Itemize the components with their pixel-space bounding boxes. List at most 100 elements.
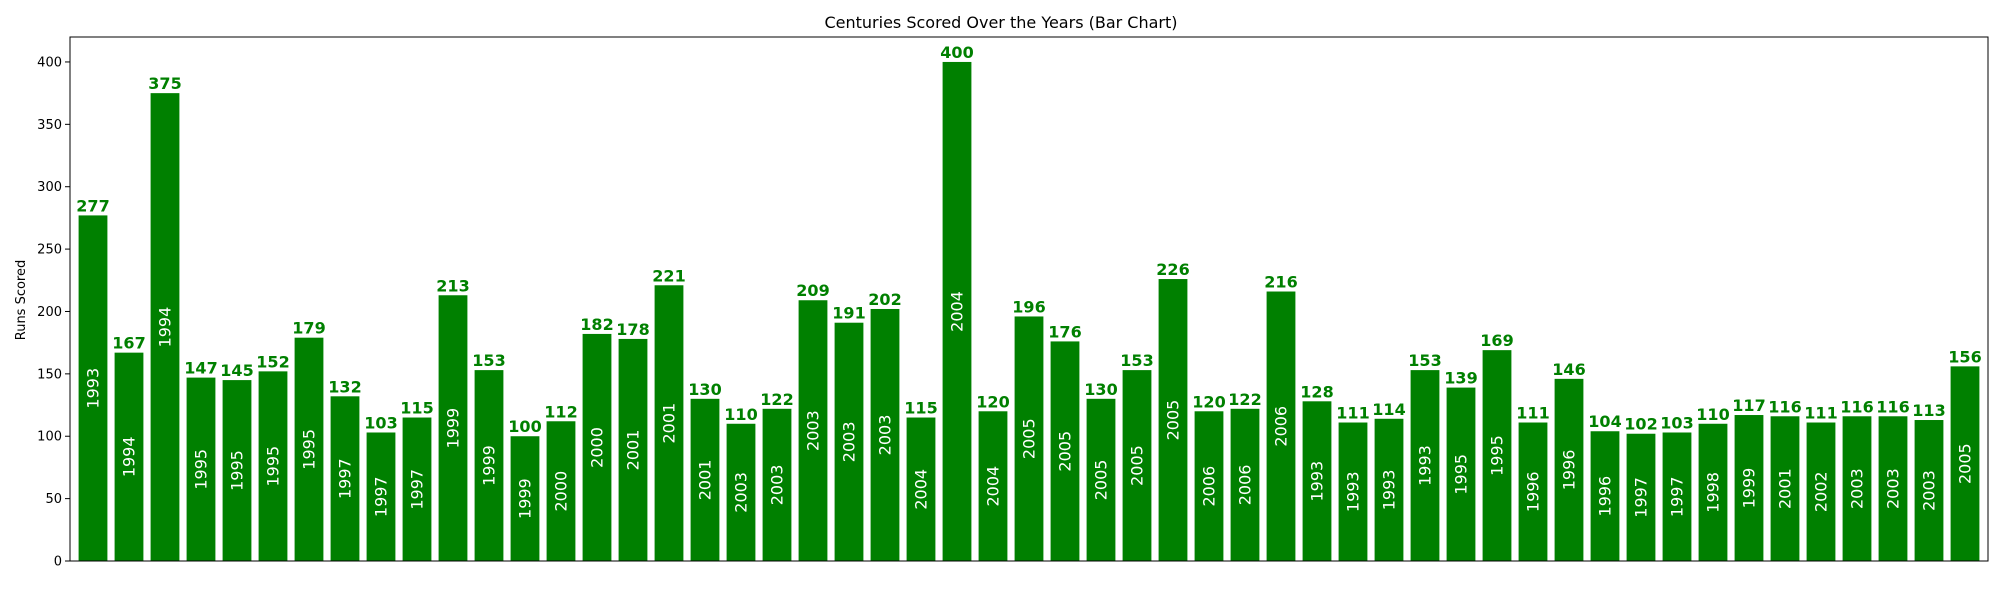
bar (1662, 432, 1692, 561)
bar-value-label: 114 (1372, 400, 1405, 419)
bar-value-label: 156 (1948, 347, 1981, 366)
bar-value-label: 102 (1624, 415, 1657, 434)
bar-year-label: 1995 (1488, 435, 1507, 476)
bar-value-label: 112 (544, 402, 577, 421)
bar-year-label: 1996 (1596, 476, 1615, 517)
bar (546, 421, 576, 561)
bar-year-label: 2003 (876, 415, 895, 456)
bar-value-label: 167 (112, 334, 145, 353)
bar (150, 93, 180, 562)
bar-year-label: 2003 (732, 472, 751, 513)
chart-title: Centuries Scored Over the Years (Bar Cha… (824, 13, 1177, 32)
bar-value-label: 277 (76, 196, 109, 215)
bar-value-label: 400 (940, 43, 973, 62)
bar-year-label: 2001 (1776, 468, 1795, 509)
bar-year-label: 2003 (1884, 468, 1903, 509)
bar-year-label: 2003 (1848, 468, 1867, 509)
bar-year-label: 1993 (1344, 471, 1363, 512)
y-tick-label: 300 (37, 180, 62, 195)
bar-year-label: 1997 (1632, 477, 1651, 518)
bar (1050, 341, 1080, 561)
bar-value-label: 153 (1120, 351, 1153, 370)
bar-year-label: 1995 (228, 450, 247, 491)
bar-year-label: 2005 (1164, 400, 1183, 441)
bar-value-label: 375 (148, 74, 181, 93)
bar (438, 295, 468, 561)
bar-year-label: 2004 (948, 291, 967, 332)
y-tick-label: 400 (37, 55, 62, 70)
bar-year-label: 1995 (192, 449, 211, 490)
bar (1338, 422, 1368, 561)
bar (1122, 370, 1152, 561)
bar (978, 411, 1008, 561)
bar (1086, 398, 1116, 561)
bar-value-label: 111 (1804, 404, 1837, 423)
bar-value-label: 146 (1552, 360, 1585, 379)
bar-year-label: 1993 (1416, 445, 1435, 486)
bar (1482, 350, 1512, 561)
y-tick-label: 50 (45, 492, 62, 507)
bar-year-label: 1994 (120, 436, 139, 477)
bar (114, 352, 144, 561)
bar (1734, 415, 1764, 561)
bar-value-label: 221 (652, 266, 685, 285)
bar-year-label: 2003 (840, 421, 859, 462)
bar-value-label: 113 (1912, 401, 1945, 420)
bar-year-label: 2005 (1056, 431, 1075, 472)
bar-value-label: 130 (688, 380, 721, 399)
y-tick-label: 350 (37, 118, 62, 133)
bar (762, 408, 792, 561)
bar (1842, 416, 1872, 561)
bar (78, 215, 108, 561)
bar-value-label: 213 (436, 276, 469, 295)
bar-value-label: 122 (1228, 390, 1261, 409)
bar-year-label: 2003 (1920, 470, 1939, 511)
bar-value-label: 117 (1732, 396, 1765, 415)
bar-value-label: 110 (724, 405, 757, 424)
bar (1698, 423, 1728, 561)
bar-value-label: 147 (184, 359, 217, 378)
bar (1230, 408, 1260, 561)
bar-value-label: 169 (1480, 331, 1513, 350)
bar-year-label: 1997 (336, 458, 355, 499)
bar-value-label: 111 (1336, 404, 1369, 423)
bar-year-label: 2006 (1236, 465, 1255, 506)
bar (1878, 416, 1908, 561)
bar-value-label: 104 (1588, 412, 1621, 431)
bar-value-label: 115 (904, 399, 937, 418)
bar-value-label: 153 (472, 351, 505, 370)
bar-year-label: 1999 (1740, 468, 1759, 509)
bar-year-label: 2000 (588, 427, 607, 468)
bar (330, 396, 360, 561)
bar-value-label: 179 (292, 319, 325, 338)
bar (222, 380, 252, 561)
bar-year-label: 2005 (1956, 443, 1975, 484)
bar-value-label: 153 (1408, 351, 1441, 370)
bar (258, 371, 288, 561)
bar-year-label: 1996 (1524, 471, 1543, 512)
bar (870, 308, 900, 561)
bar (798, 300, 828, 561)
bar-value-label: 116 (1768, 397, 1801, 416)
bar-value-label: 226 (1156, 260, 1189, 279)
bars: 277 1993 167 1994 375 1994 147 1995 145 1995 152 19… (76, 43, 1982, 562)
bar-year-label: 1995 (300, 429, 319, 470)
bar (1554, 378, 1584, 561)
bar (1806, 422, 1836, 561)
bar-year-label: 2004 (912, 469, 931, 510)
bar-value-label: 216 (1264, 273, 1297, 292)
bar (510, 436, 540, 561)
bar (1410, 370, 1440, 561)
bar-value-label: 196 (1012, 297, 1045, 316)
bar-year-label: 1997 (1668, 476, 1687, 517)
bar (1518, 422, 1548, 561)
bar-value-label: 116 (1840, 397, 1873, 416)
bar-year-label: 2004 (984, 466, 1003, 507)
bar-year-label: 1997 (408, 469, 427, 510)
y-tick-label: 200 (37, 305, 62, 320)
bar-year-label: 1995 (264, 446, 283, 487)
bar-year-label: 2003 (768, 465, 787, 506)
bar-year-label: 2006 (1200, 466, 1219, 507)
bar (1374, 418, 1404, 561)
